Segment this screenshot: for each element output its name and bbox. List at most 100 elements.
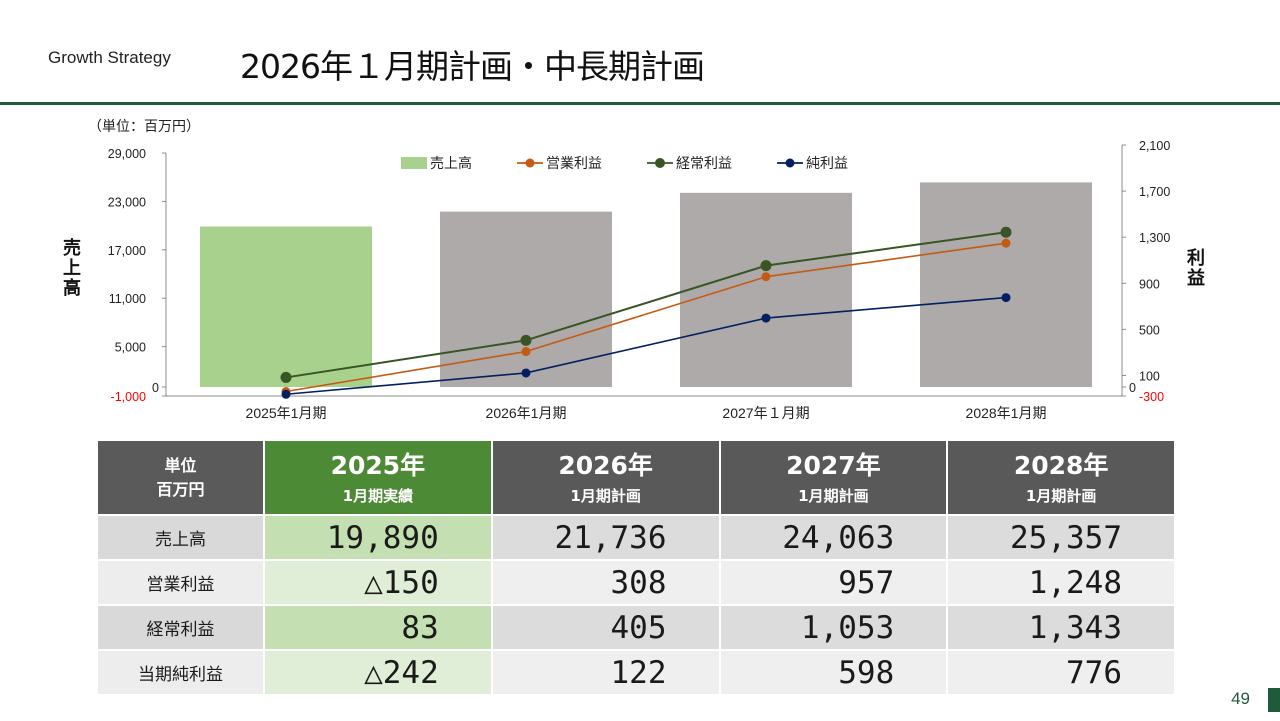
left-axis-tick-label: 0 (152, 381, 159, 395)
page-number: 49 (1231, 689, 1250, 708)
column-year: 2026年 (558, 450, 653, 480)
data-point (281, 389, 291, 399)
row-label: 売上高 (96, 514, 265, 561)
left-axis-title-char: 売 (63, 237, 81, 258)
column-label: 1月期計画 (1025, 486, 1097, 505)
table-row-operating-profit: 営業利益 △150 308 957 1,248 (96, 559, 1176, 606)
right-axis-tick-label: 0 (1129, 381, 1136, 395)
left-axis-tick-label: 11,000 (109, 292, 146, 306)
left-axis: 29,000 23,000 17,000 11,000 5,000 0 -1,000 (108, 147, 1122, 404)
table-header-row: 単位 百万円 2025年 1月期実績 2026年 1月期計画 2027年 1月期… (96, 439, 1176, 516)
x-axis-labels: 2025年1月期 2026年1月期 2027年１月期 2028年1月期 (246, 405, 1047, 421)
unit-header: 単位 百万円 (96, 439, 265, 516)
legend-item: 純利益 (777, 155, 848, 171)
legend-marker (525, 158, 535, 168)
right-axis-tick-label: 2,100 (1139, 139, 1170, 153)
right-axis-tick-label: 1,700 (1139, 185, 1170, 199)
table-cell: 19,890 (263, 514, 493, 561)
bar-series (200, 182, 1092, 387)
column-year: 2028年 (1013, 450, 1109, 480)
row-label: 経常利益 (96, 604, 265, 651)
data-point (520, 334, 532, 346)
legend-label: 純利益 (806, 155, 848, 171)
chart-legend: 売上高 営業利益 経常利益 純利益 (401, 155, 848, 171)
table-cell: 21,736 (490, 514, 721, 561)
x-axis-tick-label: 2026年1月期 (486, 405, 567, 421)
section-label: Growth Strategy (48, 48, 171, 67)
unit-header-line-2: 百万円 (156, 479, 205, 499)
table-cell: 598 (718, 649, 949, 696)
table-cell: 25,357 (946, 514, 1176, 561)
left-axis-title-char: 上 (63, 258, 81, 278)
right-axis-tick-label: 1,300 (1139, 231, 1170, 245)
table-cell: 957 (718, 559, 949, 606)
right-axis-title-char: 益 (1187, 267, 1205, 288)
table-cell: 122 (490, 649, 721, 696)
column-label: 1月期計画 (798, 486, 869, 505)
revenue-bar (920, 182, 1092, 387)
financial-summary-table: 単位 百万円 2025年 1月期実績 2026年 1月期計画 2027年 1月期… (96, 439, 1176, 696)
table-cell: △150 (263, 559, 493, 606)
table-cell: △242 (263, 649, 493, 696)
column-label: 1月期実績 (342, 486, 414, 505)
legend-label: 経常利益 (676, 155, 732, 171)
column-header-2027: 2027年 1月期計画 (718, 439, 949, 516)
revenue-bar (680, 192, 852, 387)
data-point (761, 313, 771, 323)
column-year: 2027年 (786, 450, 881, 480)
x-axis-tick-label: 2025年1月期 (246, 405, 327, 421)
header-divider (0, 102, 1280, 105)
page-title: 2026年１月期計画・中長期計画 (240, 47, 705, 86)
data-point (1001, 238, 1011, 248)
corner-accent (1268, 688, 1280, 712)
series-line (285, 231, 1007, 379)
table-cell: 405 (490, 604, 721, 651)
table-row-ordinary-profit: 経常利益 83 405 1,053 1,343 (96, 604, 1176, 651)
table-cell: 308 (490, 559, 721, 606)
column-label: 1月期計画 (570, 486, 641, 505)
column-header-2028: 2028年 1月期計画 (946, 439, 1176, 516)
data-point (521, 347, 531, 357)
table-cell: 776 (946, 649, 1176, 696)
table-cell: 1,248 (946, 559, 1176, 606)
table-row-net-profit: 当期純利益 △242 122 598 776 (96, 649, 1176, 696)
line-series (281, 293, 1011, 399)
legend-swatch (401, 157, 427, 169)
x-axis-tick-label: 2027年１月期 (722, 405, 809, 421)
right-axis-tick-label: -300 (1139, 390, 1164, 404)
axis-titles: 売上高 利益 (63, 237, 1205, 298)
left-axis-tick-label: 23,000 (108, 195, 146, 209)
table-row-revenue: 売上高 19,890 21,736 24,063 25,357 (96, 514, 1176, 561)
right-axis-tick-label: 900 (1139, 277, 1160, 291)
column-year: 2025年 (330, 450, 426, 480)
legend-item: 売上高 (401, 155, 472, 171)
series-line (285, 242, 1007, 393)
legend-marker (655, 158, 665, 168)
row-label: 営業利益 (96, 559, 265, 606)
data-point (1001, 293, 1011, 303)
row-label: 当期純利益 (96, 649, 265, 696)
left-axis-title-char: 高 (63, 277, 81, 298)
column-header-2025: 2025年 1月期実績 (263, 439, 493, 516)
data-point (760, 260, 772, 272)
legend-label: 売上高 (430, 155, 472, 171)
line-series (280, 226, 1012, 383)
legend-label: 営業利益 (546, 155, 602, 171)
right-axis-tick-label: 100 (1139, 369, 1160, 383)
legend-item: 営業利益 (517, 155, 602, 171)
left-axis-tick-label: 29,000 (108, 147, 146, 161)
right-axis-tick-label: 500 (1139, 323, 1160, 337)
table-cell: 24,063 (718, 514, 949, 561)
left-axis-tick-label: -1,000 (111, 390, 146, 404)
revenue-bar (200, 226, 372, 387)
data-point (521, 368, 531, 378)
series-line (285, 296, 1007, 396)
revenue-bar (440, 211, 612, 387)
data-point (280, 371, 292, 383)
left-axis-tick-label: 5,000 (115, 341, 146, 355)
line-series (281, 238, 1011, 396)
left-axis-tick-label: 17,000 (108, 244, 146, 258)
line-series-group (280, 226, 1012, 399)
revenue-profit-chart: （単位：百万円） 29,00023,00017,00011,0005,0000-… (63, 118, 1205, 421)
